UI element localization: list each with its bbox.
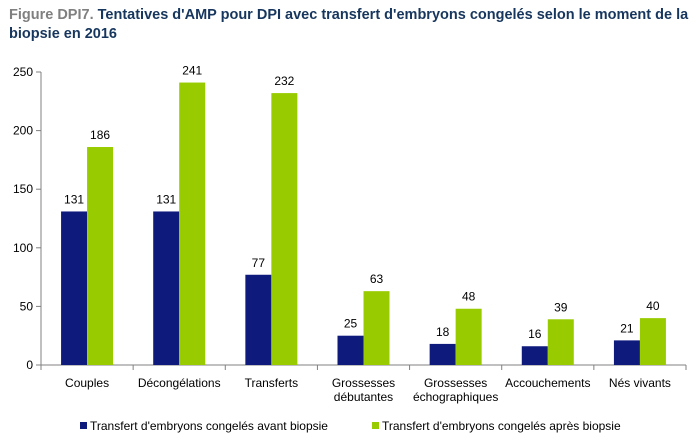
data-label: 18 [436, 325, 450, 339]
x-tick-label: Nés vivants [609, 376, 671, 390]
x-tick-label: Accouchements [505, 376, 590, 390]
bar-avant [429, 343, 456, 365]
bar-avant [153, 211, 180, 365]
y-tick-label: 150 [13, 182, 33, 196]
data-label: 40 [646, 299, 660, 313]
legend-swatch-avant [80, 422, 87, 429]
x-tick-label: Couples [65, 376, 109, 390]
y-tick-label: 50 [20, 299, 34, 313]
bar-avant [521, 346, 548, 365]
data-label: 63 [370, 272, 384, 286]
y-tick-label: 200 [13, 124, 33, 138]
bar-apres [363, 291, 390, 365]
bar-apres [455, 308, 482, 365]
y-tick-label: 100 [13, 241, 33, 255]
data-label: 232 [274, 74, 294, 88]
x-tick-label: Grossesses [332, 376, 395, 390]
bar-apres [547, 319, 574, 365]
bar-avant [61, 211, 88, 365]
bar-apres [639, 318, 666, 365]
data-label: 77 [252, 256, 266, 270]
chart-title: Figure DPI7. Tentatives d'AMP pour DPI a… [9, 6, 689, 44]
figure-title-text: Tentatives d'AMP pour DPI avec transfert… [9, 7, 689, 42]
data-label: 48 [462, 290, 476, 304]
data-label: 21 [620, 321, 634, 335]
data-label: 16 [528, 327, 542, 341]
x-tick-label: Transferts [245, 376, 299, 390]
bar-avant [613, 340, 640, 365]
data-label: 39 [554, 300, 568, 314]
bar-apres [271, 93, 298, 365]
data-label: 131 [64, 192, 84, 206]
data-label: 186 [90, 128, 110, 142]
bar-avant [337, 335, 364, 365]
data-label: 25 [344, 317, 358, 331]
x-tick-label: Décongélations [138, 376, 221, 390]
bar-avant [245, 274, 272, 365]
data-label: 131 [156, 192, 176, 206]
bar-apres [87, 147, 114, 365]
y-tick-label: 0 [26, 358, 33, 372]
legend-label-apres: Transfert d'embryons congelés après biop… [382, 419, 621, 433]
x-tick-label: débutantes [334, 390, 393, 404]
x-tick-label: échographiques [413, 390, 498, 404]
legend-label-avant: Transfert d'embryons congelés avant biop… [90, 419, 328, 433]
legend-swatch-apres [372, 422, 379, 429]
data-label: 241 [182, 64, 202, 78]
x-tick-label: Grossesses [424, 376, 487, 390]
y-tick-label: 250 [13, 65, 33, 79]
figure-number: Figure DPI7. [9, 7, 94, 23]
bar-apres [179, 82, 206, 365]
